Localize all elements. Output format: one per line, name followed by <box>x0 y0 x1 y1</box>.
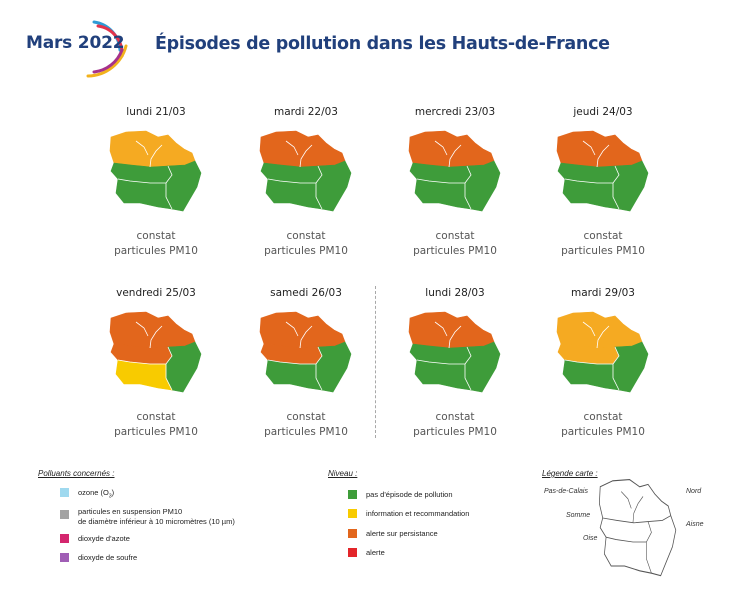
ozone-label: ozone (O3) <box>78 488 115 500</box>
region-map <box>259 311 352 393</box>
pollutants-legend-title: Polluants concernés : <box>38 469 115 478</box>
region-map <box>408 130 501 212</box>
day-panel: mardi 29/03 constat particules PM10 <box>528 287 678 438</box>
divider-line <box>375 286 376 438</box>
day-caption-line1: constat <box>136 411 176 423</box>
region-map <box>556 130 649 212</box>
ref-label-nord: Nord <box>686 488 702 495</box>
level-yellow-label: information et recommandation <box>366 509 470 518</box>
day-label: mardi 22/03 <box>274 106 338 118</box>
region-north <box>109 130 196 168</box>
region-aisne <box>612 160 649 212</box>
so2-swatch <box>60 553 69 562</box>
day-caption-line2: particules PM10 <box>114 426 198 438</box>
day-caption-line2: particules PM10 <box>561 245 645 257</box>
day-caption-line1: constat <box>286 230 326 242</box>
day-panel: vendredi 25/03 constat particules PM10 <box>81 287 231 438</box>
pm10-label: particules en suspension PM10 <box>78 507 183 516</box>
region-map <box>109 311 202 393</box>
level-yellow-swatch <box>348 509 357 518</box>
day-caption-line1: constat <box>435 230 475 242</box>
day-caption-line2: particules PM10 <box>264 245 348 257</box>
level-legend-title: Niveau : <box>328 469 358 478</box>
so2-label: dioxyde de soufre <box>78 553 138 562</box>
region-aisne <box>315 160 352 212</box>
region-oise <box>265 178 323 210</box>
ozone-swatch <box>60 488 69 497</box>
day-panel: lundi 28/03 constat particules PM10 <box>380 287 530 438</box>
ref-label-oise: Oise <box>583 535 598 542</box>
day-caption-line2: particules PM10 <box>561 426 645 438</box>
region-oise <box>115 178 173 210</box>
logo-arcs <box>86 20 128 78</box>
day-label: lundi 21/03 <box>126 106 186 118</box>
region-borders <box>564 140 620 210</box>
day-panel: lundi 21/03 constat particules PM10 <box>81 106 231 257</box>
day-label: samedi 26/03 <box>270 287 342 299</box>
logo-text: Mars 2022 <box>26 33 125 53</box>
day-label: jeudi 24/03 <box>573 106 633 118</box>
region-map <box>408 311 501 393</box>
reference-map <box>598 479 677 577</box>
ref-label-aisne: Aisne <box>686 521 704 528</box>
ref-label-somme: Somme <box>566 512 591 519</box>
day-caption-line1: constat <box>435 411 475 423</box>
region-borders <box>564 321 620 391</box>
day-caption-line2: particules PM10 <box>114 245 198 257</box>
day-panel: mardi 22/03 constat particules PM10 <box>231 106 381 257</box>
day-label: mercredi 23/03 <box>414 106 496 118</box>
no2-label: dioxyde d'azote <box>78 534 130 543</box>
region-borders <box>117 321 173 391</box>
region-map <box>556 311 649 393</box>
region-aisne <box>315 341 352 393</box>
day-panel: samedi 26/03 constat particules PM10 <box>231 287 381 438</box>
day-label: lundi 28/03 <box>425 287 485 299</box>
region-aisne <box>165 341 202 393</box>
region-borders <box>416 140 472 210</box>
region-aisne <box>165 160 202 212</box>
level-red-label: alerte <box>366 548 385 557</box>
region-oise <box>414 359 472 391</box>
region-oise <box>265 359 323 391</box>
day-caption-line1: constat <box>583 411 623 423</box>
region-aisne <box>612 341 649 393</box>
day-caption-line1: constat <box>136 230 176 242</box>
day-panel: jeudi 24/03 constat particules PM10 <box>528 106 678 257</box>
level-green-label: pas d'épisode de pollution <box>366 490 453 499</box>
level-orange-label: alerte sur persistance <box>366 529 438 538</box>
page-title: Épisodes de pollution dans les Hauts-de-… <box>155 34 610 54</box>
ref-label-pas-de-calais: Pas-de-Calais <box>544 488 588 495</box>
day-label: vendredi 25/03 <box>116 287 196 299</box>
level-orange-swatch <box>348 529 357 538</box>
region-map <box>259 130 352 212</box>
day-label: mardi 29/03 <box>571 287 635 299</box>
day-panel: mercredi 23/03 constat particules PM10 <box>380 106 530 257</box>
no2-swatch <box>60 534 69 543</box>
day-caption-line1: constat <box>583 230 623 242</box>
region-borders <box>416 321 472 391</box>
region-oise <box>562 178 620 210</box>
level-green-swatch <box>348 490 357 499</box>
region-map <box>109 130 202 212</box>
region-borders <box>267 321 323 391</box>
day-caption-line1: constat <box>286 411 326 423</box>
pm10-label-line2: de diamètre inférieur à 10 micromètres (… <box>78 517 235 526</box>
day-caption-line2: particules PM10 <box>413 426 497 438</box>
region-aisne <box>464 341 501 393</box>
day-caption-line2: particules PM10 <box>413 245 497 257</box>
region-oise <box>414 178 472 210</box>
pm10-swatch <box>60 510 69 519</box>
day-caption-line2: particules PM10 <box>264 426 348 438</box>
map-legend-title: Légende carte : <box>542 469 598 478</box>
region-oise <box>115 359 173 391</box>
region-borders <box>267 140 323 210</box>
region-oise <box>562 359 620 391</box>
level-red-swatch <box>348 548 357 557</box>
region-borders <box>117 140 173 210</box>
region-aisne <box>464 160 501 212</box>
